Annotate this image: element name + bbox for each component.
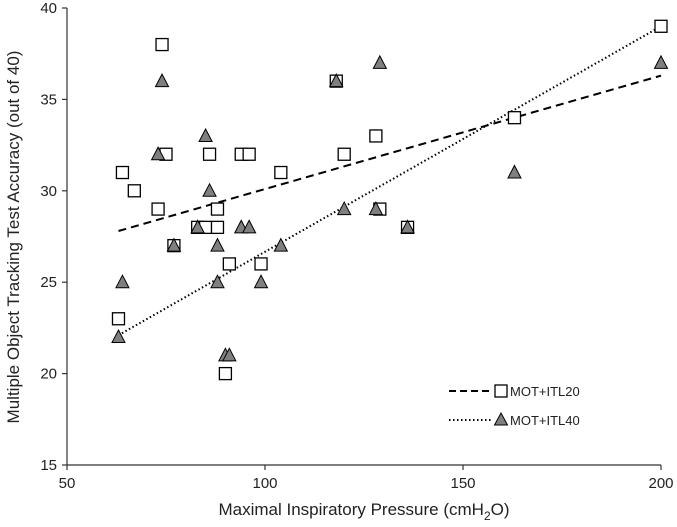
data-point-mot-itl20 [210, 220, 225, 235]
data-point-mot-itl20 [274, 165, 288, 180]
data-point-mot-itl40 [400, 219, 415, 234]
data-point-mot-itl20 [202, 147, 217, 161]
data-point-mot-itl40 [154, 73, 170, 88]
legend-label-mot-itl40: MOT+ITL40 [510, 413, 580, 428]
x-tick-label: 100 [252, 475, 277, 492]
x-tick-labels: 50 100 150 200 [59, 465, 674, 492]
trendline-mot-itl40 [117, 25, 662, 337]
data-point-mot-itl40 [507, 164, 522, 179]
data-point-mot-itl40 [198, 127, 213, 142]
y-tick-label: 35 [40, 91, 57, 108]
y-tick-labels: 15 20 25 30 35 40 [40, 0, 67, 474]
data-point-mot-itl40 [273, 237, 289, 252]
data-point-mot-itl20 [127, 184, 141, 198]
data-point-mot-itl20 [242, 147, 256, 161]
data-point-mot-itl40 [115, 274, 130, 289]
trendlines [117, 25, 662, 337]
x-tick-label: 50 [59, 475, 76, 492]
data-point-mot-itl40 [190, 219, 206, 234]
data-point-mot-itl40 [222, 347, 237, 362]
x-axis-title-main: Maximal Inspiratory Pressure (cmH [218, 500, 483, 519]
series-mot-itl20-points [111, 19, 668, 381]
legend-label-mot-itl20: MOT+ITL20 [510, 384, 580, 399]
data-point-mot-itl20 [337, 147, 351, 161]
x-tick-label: 200 [648, 475, 673, 492]
data-point-mot-itl20 [151, 202, 165, 216]
x-axis-title-subscript: 2 [484, 509, 491, 523]
data-point-mot-itl20 [507, 111, 522, 125]
data-point-mot-itl40 [372, 54, 388, 69]
y-tick-label: 30 [40, 183, 57, 200]
legend-marker-mot-itl40 [493, 411, 509, 426]
data-point-mot-itl40 [150, 146, 166, 161]
data-point-mot-itl20 [654, 19, 668, 33]
data-point-mot-itl20 [115, 165, 130, 180]
data-point-mot-itl40 [241, 219, 257, 234]
data-point-mot-itl20 [155, 37, 169, 52]
legend-marker-mot-itl20 [494, 384, 508, 398]
series-mot-itl40-points [111, 54, 669, 362]
y-tick-label: 40 [40, 0, 57, 17]
data-point-mot-itl20 [369, 129, 383, 143]
data-point-mot-itl40 [368, 200, 384, 216]
data-point-mot-itl40 [111, 328, 126, 344]
data-point-mot-itl40 [166, 237, 182, 252]
y-tick-label: 15 [40, 457, 57, 474]
y-tick-label: 20 [40, 366, 57, 383]
x-axis-title-end: O) [491, 500, 510, 519]
data-point-mot-itl40 [210, 237, 225, 252]
data-point-mot-itl40 [328, 73, 344, 88]
data-point-mot-itl20 [254, 257, 268, 271]
data-point-mot-itl40 [202, 182, 217, 197]
data-point-mot-itl20 [111, 312, 126, 326]
data-point-mot-itl20 [210, 202, 225, 216]
x-axis-title: Maximal Inspiratory Pressure (cmH2O) [218, 500, 509, 523]
data-point-mot-itl40 [336, 200, 352, 216]
y-axis-title: Multiple Object Tracking Test Accuracy (… [4, 51, 23, 424]
data-point-mot-itl20 [218, 366, 233, 381]
x-tick-label: 150 [450, 475, 475, 492]
y-tick-label: 25 [40, 274, 57, 291]
data-point-mot-itl40 [210, 274, 225, 289]
data-point-mot-itl40 [653, 54, 669, 69]
axes [66, 8, 661, 466]
trendline-mot-itl20 [118, 74, 662, 232]
data-point-mot-itl40 [253, 274, 269, 289]
legend: MOT+ITL20 MOT+ITL40 [449, 384, 580, 428]
data-point-mot-itl20 [222, 257, 237, 271]
